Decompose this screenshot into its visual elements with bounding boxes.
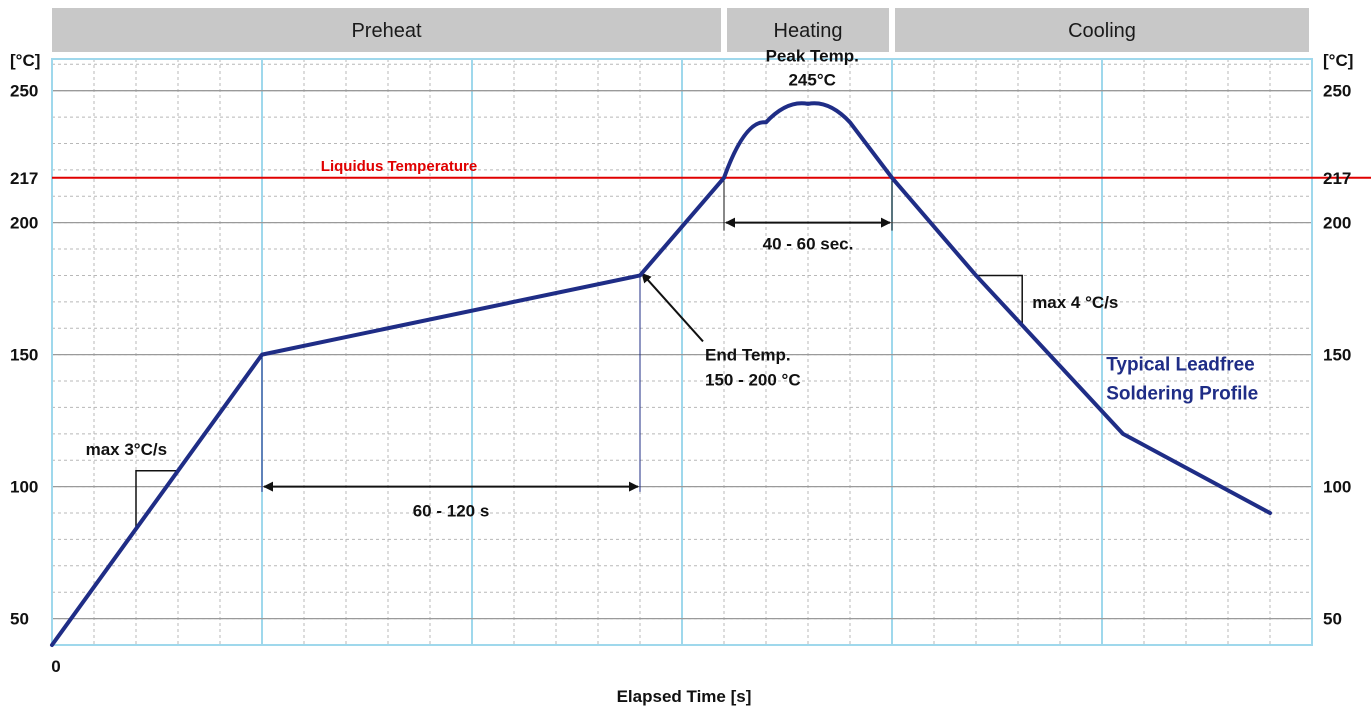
y-tick-left: 150 bbox=[10, 346, 38, 365]
x-tick-label: 0 bbox=[51, 657, 60, 676]
plot-frame bbox=[51, 58, 1313, 646]
profile-point bbox=[1268, 511, 1272, 515]
end-temp-label-2: 150 - 200 °C bbox=[705, 371, 801, 390]
y-tick-right: 150 bbox=[1323, 346, 1351, 365]
profile-point bbox=[974, 273, 978, 277]
ramp-down-triangle bbox=[976, 274, 1023, 326]
profile-label-2: Soldering Profile bbox=[1106, 384, 1258, 405]
annotations bbox=[135, 177, 1023, 529]
ramp-down-label: max 4 °C/s bbox=[1032, 293, 1118, 312]
labels: 50 50 100 100 150 150 200 200 217 217 250 250 [°C] [°… bbox=[10, 47, 1353, 706]
phase-header: Preheat Heating Cooling bbox=[52, 8, 1309, 52]
series bbox=[50, 101, 1272, 647]
phase-label-2: Cooling bbox=[1068, 20, 1136, 42]
phase-box-2 bbox=[895, 8, 1309, 52]
grid bbox=[51, 59, 1313, 645]
phase-label-1: Heating bbox=[774, 20, 843, 42]
y-tick-right: 250 bbox=[1323, 82, 1351, 101]
y-tick-left: 250 bbox=[10, 82, 38, 101]
y-tick-left: 100 bbox=[10, 478, 38, 497]
profile-point bbox=[848, 120, 852, 124]
profile-series-line bbox=[50, 101, 1272, 647]
profile-point bbox=[890, 176, 894, 180]
liquidus-label: Liquidus Temperature bbox=[321, 158, 477, 175]
profile-point bbox=[638, 273, 642, 277]
end-temp-pointer bbox=[641, 272, 704, 343]
profile-label-1: Typical Leadfree bbox=[1106, 354, 1255, 375]
y-axis-label-right: [°C] bbox=[1323, 51, 1353, 70]
peak-label-1: Peak Temp. bbox=[766, 47, 859, 66]
profile-point bbox=[1121, 432, 1125, 436]
ramp-up-triangle bbox=[135, 470, 178, 529]
phase-box-1 bbox=[727, 8, 889, 52]
peak-label-2: 245°C bbox=[788, 70, 835, 89]
phase-box-0 bbox=[52, 8, 721, 52]
y-tick-left: 217 bbox=[10, 169, 38, 188]
profile-point bbox=[806, 102, 810, 106]
profile-point bbox=[50, 643, 54, 647]
y-axis-label-left: [°C] bbox=[10, 51, 40, 70]
y-tick-left: 50 bbox=[10, 610, 29, 629]
phase-label-0: Preheat bbox=[351, 20, 421, 42]
plot-border bbox=[51, 58, 1313, 646]
preheat-duration-label: 60 - 120 s bbox=[413, 502, 490, 521]
dwell-label: 40 - 60 sec. bbox=[763, 235, 854, 254]
end-temp-label-1: End Temp. bbox=[705, 346, 791, 365]
y-tick-right: 100 bbox=[1323, 478, 1351, 497]
y-tick-left: 200 bbox=[10, 214, 38, 233]
profile-point bbox=[764, 120, 768, 124]
profile-point bbox=[722, 176, 726, 180]
x-axis-label: Elapsed Time [s] bbox=[617, 687, 752, 706]
profile-point bbox=[260, 353, 264, 357]
y-tick-right: 217 bbox=[1323, 169, 1351, 188]
ramp-up-label: max 3°C/s bbox=[86, 440, 167, 459]
y-tick-right: 200 bbox=[1323, 214, 1351, 233]
y-tick-right: 50 bbox=[1323, 610, 1342, 629]
